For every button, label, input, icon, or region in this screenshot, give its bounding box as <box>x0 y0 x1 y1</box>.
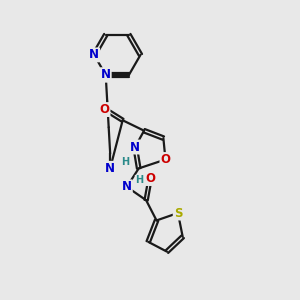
Text: N: N <box>89 48 99 62</box>
Text: N: N <box>122 180 132 194</box>
Text: S: S <box>174 206 182 220</box>
Text: O: O <box>100 103 110 116</box>
Text: N: N <box>130 140 140 154</box>
Text: O: O <box>100 68 110 82</box>
Text: N: N <box>101 68 111 82</box>
Text: N: N <box>105 162 115 175</box>
Text: O: O <box>160 153 170 166</box>
Text: O: O <box>145 172 155 185</box>
Text: H: H <box>135 175 143 185</box>
Text: H: H <box>122 157 130 167</box>
